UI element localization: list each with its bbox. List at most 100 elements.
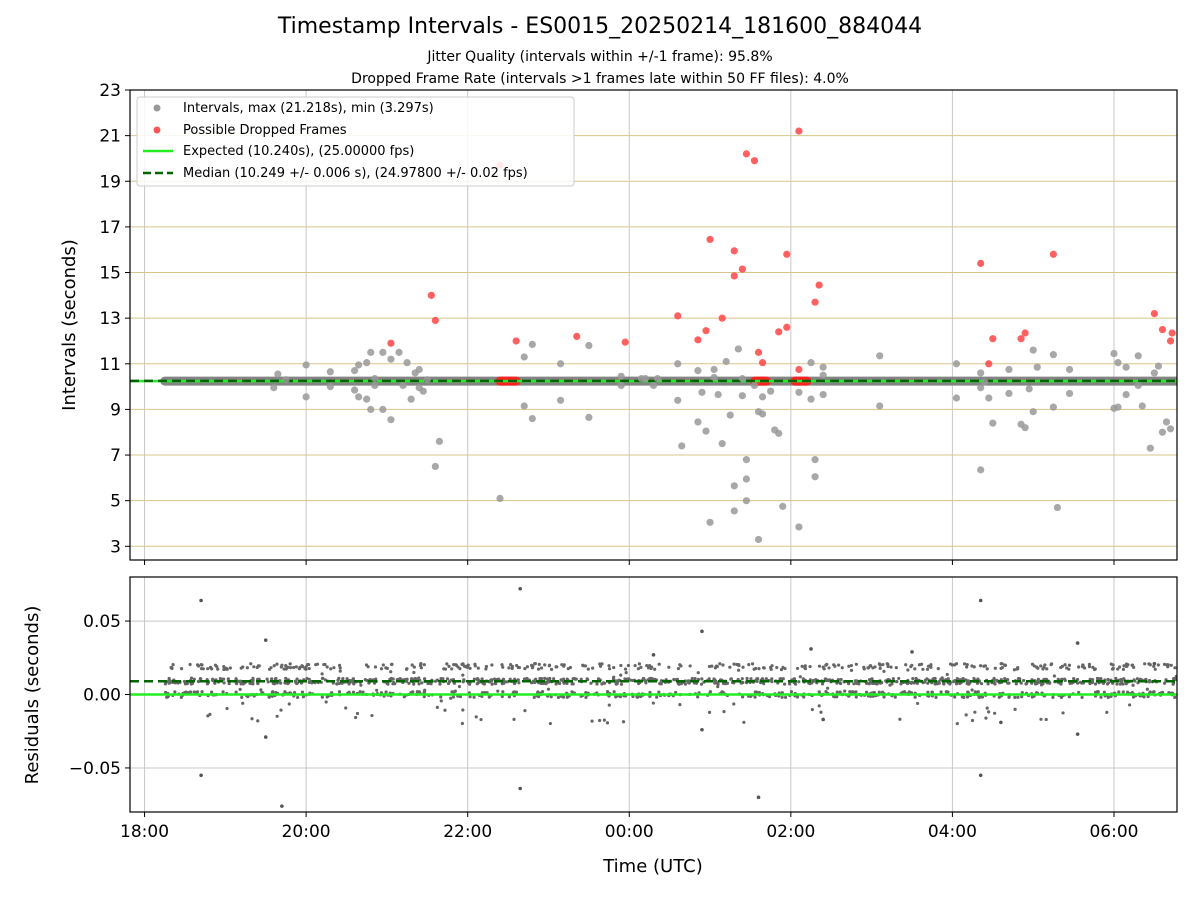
residual-point — [1063, 663, 1067, 667]
residual-point — [296, 695, 300, 700]
residual-point — [275, 662, 279, 666]
residual-point — [234, 677, 238, 681]
interval-point — [694, 418, 702, 426]
residual-point — [1096, 677, 1101, 681]
residual-point — [547, 680, 551, 684]
dropped-frame-point — [621, 338, 629, 346]
residual-point — [987, 710, 991, 714]
residual-point — [819, 710, 823, 714]
interval-point — [952, 394, 961, 402]
residual-point — [965, 665, 969, 669]
residual-point — [1120, 682, 1124, 686]
interval-point — [726, 411, 734, 419]
residual-point — [514, 690, 518, 694]
x-tick-label: 00:00 — [605, 822, 654, 842]
residual-point — [335, 682, 339, 686]
residual-point — [945, 672, 949, 677]
residual-point — [722, 710, 726, 714]
residual-point — [1016, 667, 1020, 671]
interval-point — [742, 456, 751, 464]
interval-point — [270, 384, 278, 392]
y-tick-label: 13 — [99, 309, 121, 329]
residual-point — [170, 666, 174, 671]
residual-point — [468, 666, 472, 670]
residual-point — [198, 676, 202, 681]
residual-point — [926, 664, 931, 668]
interval-point — [1029, 346, 1037, 354]
residual-point — [534, 677, 538, 681]
dropped-frame-point — [754, 348, 763, 356]
y-tick-label: 17 — [99, 218, 121, 238]
residual-point — [320, 672, 324, 676]
residual-point — [787, 682, 792, 686]
residual-point — [1067, 667, 1071, 671]
residual-point — [1042, 665, 1046, 670]
residual-point — [676, 666, 681, 671]
residual-point — [293, 679, 297, 683]
residual-point — [906, 668, 910, 672]
residual-point — [600, 662, 604, 666]
residual-point — [872, 681, 876, 686]
residual-point — [655, 695, 659, 699]
residual-point — [452, 662, 456, 667]
residual-point — [854, 695, 858, 699]
residual-point — [549, 667, 554, 671]
residual-point — [926, 690, 930, 694]
residual-point — [1003, 663, 1008, 667]
residuals-y-axis-label: Residuals (seconds) — [22, 606, 43, 785]
residual-point — [762, 666, 766, 670]
residual-point — [241, 682, 245, 686]
residual-point — [767, 694, 772, 699]
residual-point — [222, 665, 226, 669]
residual-point — [307, 662, 311, 667]
residual-point — [1013, 707, 1017, 711]
residual-point — [171, 662, 175, 667]
interval-point — [819, 371, 827, 379]
residual-point — [359, 683, 363, 687]
residual-point — [710, 664, 714, 668]
residual-point — [686, 680, 691, 685]
interval-point — [282, 376, 290, 384]
x-tick-label: 22:00 — [443, 822, 492, 842]
residual-point — [426, 681, 430, 686]
residual-point — [479, 717, 483, 722]
residual-point — [225, 706, 229, 711]
dropped-frame-point — [1017, 335, 1025, 343]
residual-point — [525, 665, 530, 669]
dropped-frame-point — [815, 281, 823, 289]
dropped-frame-point — [573, 332, 581, 341]
residual-outlier — [978, 773, 983, 778]
residual-point — [992, 676, 996, 681]
residual-point — [667, 665, 671, 669]
residual-point — [619, 682, 624, 686]
residual-point — [914, 676, 918, 681]
interval-point — [556, 396, 565, 404]
interval-point — [528, 414, 536, 423]
interval-point — [754, 535, 763, 544]
interval-point — [714, 390, 722, 399]
residual-point — [789, 690, 794, 694]
legend-median-label: Median (10.249 +/- 0.006 s), (24.97800 +… — [183, 166, 528, 181]
residual-point — [188, 662, 192, 667]
interval-point — [674, 396, 682, 404]
residual-point — [877, 690, 881, 694]
residual-point — [270, 677, 274, 681]
residual-point — [1148, 690, 1152, 694]
residual-point — [817, 704, 821, 708]
interval-point — [807, 359, 815, 367]
residual-point — [249, 662, 253, 666]
residual-outlier — [263, 638, 268, 642]
residual-point — [1077, 690, 1081, 695]
residual-point — [358, 690, 362, 694]
residual-point — [623, 677, 627, 681]
residual-point — [384, 690, 388, 694]
residual-point — [1156, 663, 1160, 667]
residual-point — [476, 676, 480, 681]
residual-point — [548, 676, 552, 681]
interval-point — [496, 494, 504, 502]
residual-outlier — [1075, 732, 1080, 736]
residual-point — [272, 682, 277, 686]
residual-point — [817, 664, 822, 668]
interval-point — [387, 416, 395, 424]
residual-point — [282, 667, 286, 671]
